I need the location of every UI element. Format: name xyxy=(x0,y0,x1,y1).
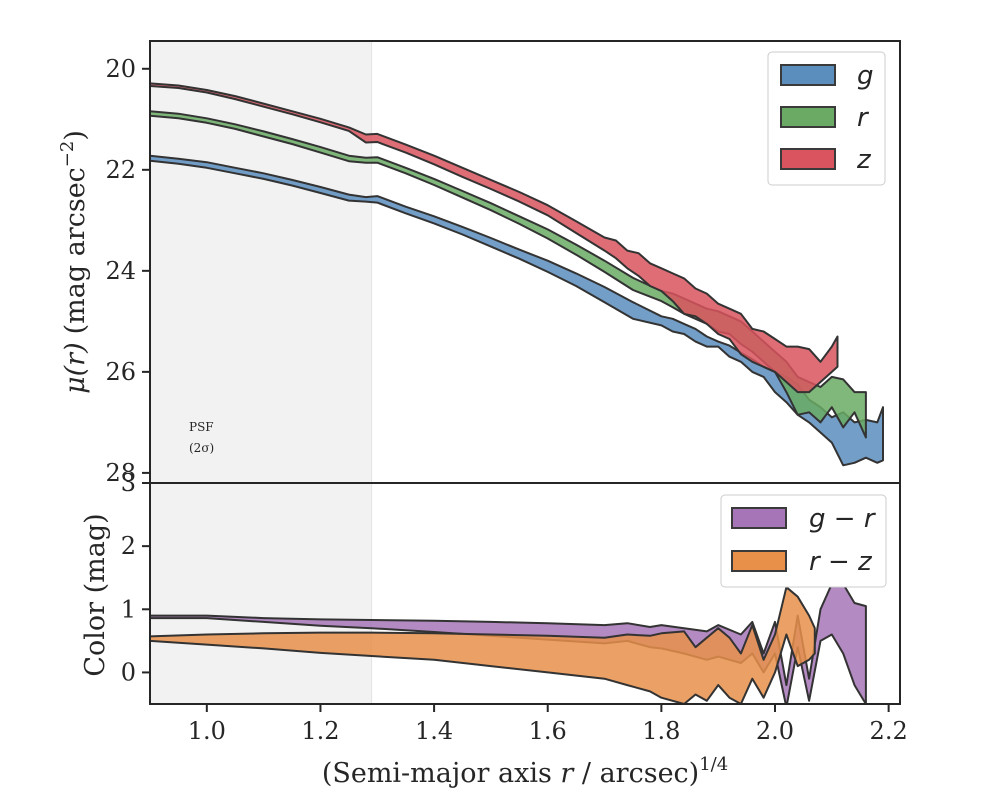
xlabel-mid: / arcsec) xyxy=(573,758,699,789)
legend-g-r-op: − xyxy=(826,504,864,534)
x-tick-label: 2.0 xyxy=(756,717,794,745)
legend-label-r: r xyxy=(857,103,870,133)
x-tick-label: 1.8 xyxy=(642,717,680,745)
x-tick-label: 2.2 xyxy=(870,717,908,745)
legend-label-g-r: g − r xyxy=(809,504,877,534)
x-axis-title: (Semi-major axis r / arcsec)1/4 xyxy=(322,754,728,789)
psf-label-line2: (2σ) xyxy=(189,441,214,455)
ylabel-exp: −2 xyxy=(57,141,78,168)
legend-g-r-a: g xyxy=(809,504,826,534)
bottom-y-axis-title: Color (mag) xyxy=(80,513,111,676)
area-z xyxy=(150,82,839,394)
x-tick-label: 1.6 xyxy=(529,717,567,745)
y-tick-label: 28 xyxy=(105,459,136,487)
area-g xyxy=(150,154,884,467)
x-tick-label: 1.2 xyxy=(301,717,339,745)
psf-shaded-region xyxy=(149,40,373,484)
top-y-axis-title: μ(r) (mag arcsec−2) xyxy=(57,130,91,394)
bottom-axes-frame xyxy=(149,482,901,705)
legend-swatch-g-r xyxy=(731,507,787,529)
psf-shaded-region-bottom xyxy=(149,482,373,705)
legend-swatch-r xyxy=(780,106,836,128)
legend-g-r-b: r xyxy=(864,504,877,534)
y-tick-label: 26 xyxy=(105,358,136,386)
legend-label-r-z: r − z xyxy=(809,547,873,577)
y-tick-label: 0 xyxy=(121,658,136,686)
y-tick-label: 2 xyxy=(121,532,136,560)
legend-r-z-op: − xyxy=(820,547,858,577)
ylabel-mu: μ(r) xyxy=(60,342,91,394)
band-areas xyxy=(150,82,884,467)
color-y-ticks: 0 1 2 3 xyxy=(121,469,150,686)
ylabel-units: (mag arcsec xyxy=(60,167,91,334)
y-ticks: 20 22 24 26 28 xyxy=(105,55,150,487)
y-tick-label: 1 xyxy=(121,595,136,623)
legend-swatch-g xyxy=(780,64,836,86)
area-rz xyxy=(150,586,816,704)
legend-label-z: z xyxy=(856,145,872,175)
top-legend: g r z xyxy=(767,51,886,186)
color-panel: 0 1 2 3 1.0 1.2 1.4 1.6 1.8 2.0 2.2 Color (mag) (… xyxy=(80,469,908,789)
legend-label-g: g xyxy=(857,61,874,91)
legend-swatch-r-z xyxy=(731,550,787,572)
xlabel-r: r xyxy=(560,758,575,789)
x-tick-label: 1.4 xyxy=(415,717,453,745)
y-tick-label: 24 xyxy=(105,257,136,285)
ylabel-close: ) xyxy=(60,130,91,141)
y-tick-label: 3 xyxy=(121,469,136,497)
legend-swatch-z xyxy=(780,148,836,170)
legend-r-z-b: z xyxy=(857,547,873,577)
x-ticks: 1.0 1.2 1.4 1.6 1.8 2.0 2.2 xyxy=(188,704,908,745)
surface-brightness-panel: 20 22 24 26 28 PSF (2σ) μ(r) (mag arcsec−2) g… xyxy=(57,40,901,487)
area-r xyxy=(150,110,867,439)
x-tick-label: 1.0 xyxy=(188,717,226,745)
xlabel-open: (Semi-major axis xyxy=(322,758,561,789)
y-tick-label: 20 xyxy=(105,55,136,83)
bottom-legend: g − r r − z xyxy=(720,494,887,588)
xlabel-exp: 1/4 xyxy=(699,754,728,775)
psf-label-line1: PSF xyxy=(189,420,214,434)
y-tick-label: 22 xyxy=(105,156,136,184)
legend-r-z-a: r xyxy=(809,547,822,577)
color-areas xyxy=(150,583,867,704)
